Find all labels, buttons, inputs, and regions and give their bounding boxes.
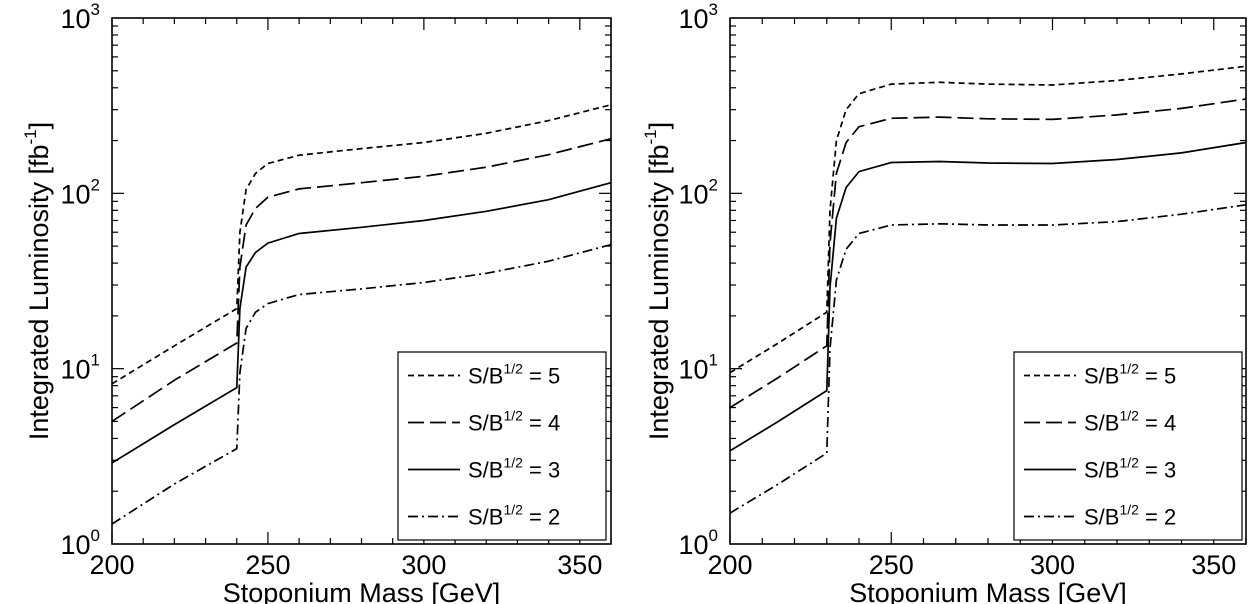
legend: S/B1/2 = 5 S/B1/2 = 4 S/B1/2 = 3 S/B1/2 = 2 [397, 351, 607, 541]
y-tick-label: 100 [678, 526, 718, 560]
x-tick-label: 200 [707, 550, 752, 580]
x-tick-label: 250 [869, 550, 914, 580]
left-chart-panel: 200 250 300 350 100 101 102 103 Stoponium Mass [… [21, 0, 612, 604]
series-line-4 [729, 203, 1247, 514]
series-line-1 [729, 65, 1247, 374]
y-tick-label: 101 [60, 351, 100, 385]
legend-entry: S/B1/2 = 2 [1084, 502, 1176, 530]
series-line-1 [111, 103, 612, 385]
legend-box [1013, 351, 1243, 541]
y-axis-label: Integrated Luminosity [fb-1] [21, 122, 54, 440]
series-line-2 [729, 98, 1247, 409]
x-tick-label: 350 [557, 550, 602, 580]
legend-entry: S/B1/2 = 5 [468, 361, 560, 389]
legend-entry: S/B1/2 = 5 [1084, 361, 1176, 389]
legend-entry: S/B1/2 = 3 [468, 455, 560, 483]
legend-entry: S/B1/2 = 3 [1084, 455, 1176, 483]
x-tick-label: 300 [401, 550, 446, 580]
y-tick-label: 101 [678, 351, 718, 385]
series-line-2 [111, 137, 612, 423]
legend-entry: S/B1/2 = 4 [468, 408, 560, 436]
y-axis-label: Integrated Luminosity [fb-1] [641, 122, 674, 440]
legend-entry: S/B1/2 = 2 [468, 502, 560, 530]
legend-box [397, 351, 607, 541]
y-tick-label: 102 [678, 175, 718, 209]
x-axis-label: Stoponium Mass [GeV] [849, 578, 1127, 604]
x-tick-label: 200 [89, 550, 134, 580]
x-tick-label: 250 [245, 550, 290, 580]
y-tick-label: 102 [60, 175, 100, 209]
series-line-3 [729, 141, 1247, 452]
x-tick-label: 300 [1030, 550, 1075, 580]
series-line-4 [111, 243, 612, 525]
x-tick-label: 350 [1191, 550, 1236, 580]
right-chart-panel: 200 250 300 350 100 101 102 103 Stoponium Mass [… [641, 0, 1247, 604]
series-line-3 [111, 181, 612, 464]
y-tick-label: 100 [60, 526, 100, 560]
y-tick-label: 103 [60, 0, 100, 34]
y-tick-label: 103 [678, 0, 718, 34]
x-axis-label: Stoponium Mass [GeV] [223, 578, 501, 604]
legend: S/B1/2 = 5 S/B1/2 = 4 S/B1/2 = 3 S/B1/2 = 2 [1013, 351, 1243, 541]
legend-entry: S/B1/2 = 4 [1084, 408, 1176, 436]
